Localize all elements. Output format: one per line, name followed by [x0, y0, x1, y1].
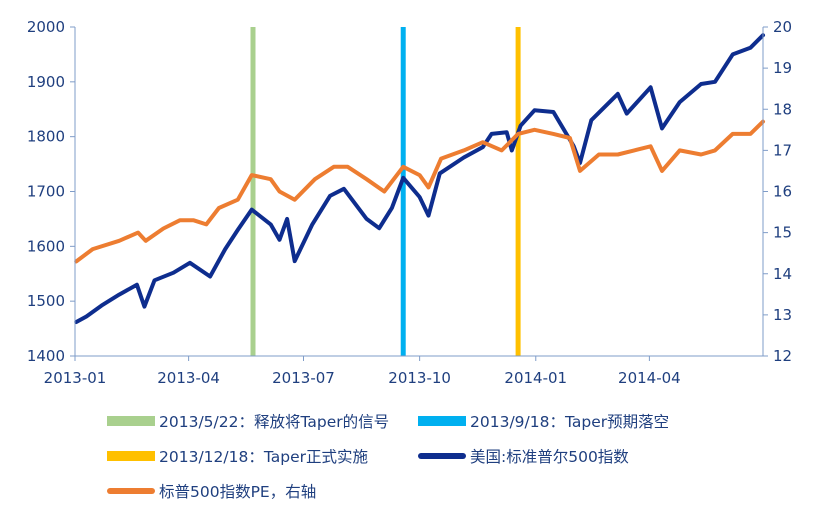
x-tick-label: 2014-01 [504, 369, 567, 387]
event-markers [250, 27, 521, 356]
legend-label-pe: 标普500指数PE，右轴 [159, 483, 317, 501]
x-tick-label: 2014-04 [618, 369, 681, 387]
legend-label-event-3: 2013/12/18：Taper正式实施 [159, 448, 368, 466]
y-right-tick-label: 15 [773, 224, 792, 242]
y-right-tick-label: 19 [773, 59, 792, 77]
legend-swatch-event-3 [107, 451, 155, 461]
sp500-pe-line [74, 119, 765, 264]
y-left-tick-label: 2000 [27, 18, 65, 36]
y-right-tick-label: 14 [773, 265, 792, 283]
x-tick-label: 2013-07 [272, 369, 335, 387]
y-right-tick-label: 18 [773, 100, 792, 118]
legend-label-sp500: 美国:标准普尔500指数 [470, 448, 629, 466]
legend-swatch-event-2 [418, 416, 466, 426]
legend-line-pe [107, 488, 155, 494]
x-tick-label: 2013-01 [44, 369, 107, 387]
series-lines [74, 33, 765, 324]
legend-item-event-2: 2013/9/18：Taper预期落空 [418, 410, 669, 432]
legend-label-event-1: 2013/5/22：释放将Taper的信号 [159, 413, 390, 431]
event-marker-2 [400, 27, 406, 356]
legend-item-pe: 标普500指数PE，右轴 [107, 480, 316, 502]
legend-label-event-2: 2013/9/18：Taper预期落空 [470, 413, 670, 431]
y-right-tick-label: 20 [773, 18, 792, 36]
y-left-tick-label: 1500 [27, 292, 65, 310]
legend-item-sp500: 美国:标准普尔500指数 [418, 445, 629, 467]
event-marker-3 [515, 27, 521, 356]
x-tick-label: 2013-04 [157, 369, 220, 387]
sp500-index-line [74, 33, 765, 324]
y-left-tick-label: 1900 [27, 73, 65, 91]
y-right-tick-label: 16 [773, 183, 792, 201]
y-right-tick-label: 17 [773, 141, 792, 159]
y-right-tick-label: 12 [773, 347, 792, 365]
y-left-tick-label: 1600 [27, 237, 65, 255]
y-left-tick-label: 1800 [27, 128, 65, 146]
legend-line-sp500 [418, 453, 466, 459]
y-right-tick-label: 13 [773, 306, 792, 324]
legend-item-event-1: 2013/5/22：释放将Taper的信号 [107, 410, 389, 432]
y-left-tick-label: 1700 [27, 183, 65, 201]
axis-ticks: 1400 1500 1600 1700 1800 1900 2000 12 13 14 15 16 17… [27, 18, 792, 387]
legend-item-event-3: 2013/12/18：Taper正式实施 [107, 445, 368, 467]
event-marker-1 [250, 27, 256, 356]
legend-swatch-event-1 [107, 416, 155, 426]
x-tick-label: 2013-10 [388, 369, 451, 387]
y-left-tick-label: 1400 [27, 347, 65, 365]
